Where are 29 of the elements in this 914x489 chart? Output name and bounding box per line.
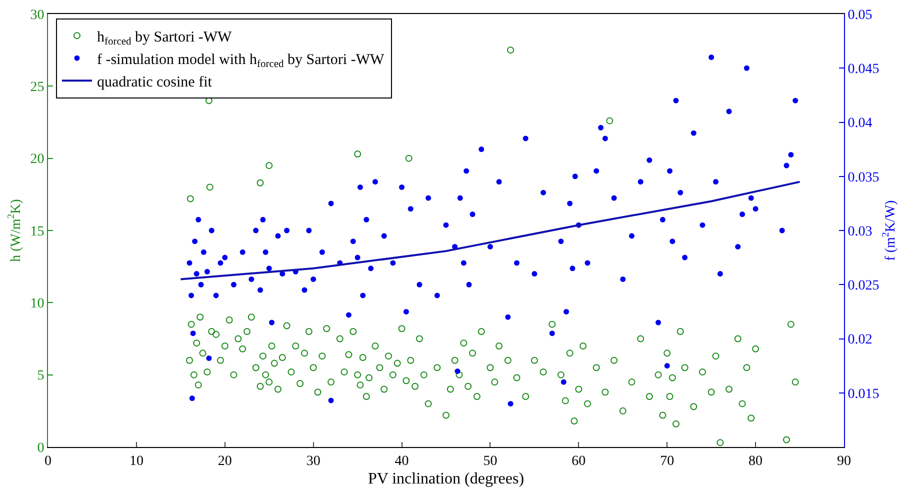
x-tick-label: 70	[660, 454, 674, 469]
x-tick-label: 90	[837, 454, 851, 469]
y-tick-label: 25	[30, 80, 44, 96]
y-tick-label: 20	[30, 152, 44, 168]
y-tick-label: 0	[37, 440, 44, 456]
y2-tick-label: 0.04	[848, 116, 872, 132]
y2-tick-label: 0.03	[848, 224, 872, 240]
x-tick-label: 20	[218, 454, 232, 469]
legend-label: quadratic cosine fit	[96, 74, 213, 90]
x-axis-title: PV inclination (degrees)	[368, 470, 524, 488]
y2-tick-label: 0.045	[848, 62, 880, 78]
legend-label: f -simulation model with h$_{forced}$ by Sartori -WW	[96, 52, 385, 70]
line-series	[180, 180, 801, 280]
y-tick-label: 30	[30, 8, 44, 23]
y2-tick-label: 0.035	[848, 170, 880, 186]
x-tick-label: 80	[748, 454, 763, 469]
y2-tick-label: 0.015	[848, 386, 880, 402]
x-tick-label: 60	[572, 454, 586, 469]
legend-label: h$_{forced}$ by Sartori -WW	[96, 29, 233, 48]
x-tick-label: 50	[483, 454, 498, 469]
y2-tick-label: 0.05	[848, 8, 872, 23]
x-tick-label: 40	[394, 454, 409, 469]
y-tick-label: 10	[30, 296, 44, 312]
y-tick-label: 5	[37, 368, 44, 384]
x-tick-label: 30	[306, 454, 320, 469]
y2-tick-label: 0.02	[848, 332, 872, 348]
x-tick-label: 10	[129, 454, 144, 469]
y2-tick-label: 0.025	[848, 278, 880, 294]
y-tick-label: 15	[30, 224, 44, 240]
